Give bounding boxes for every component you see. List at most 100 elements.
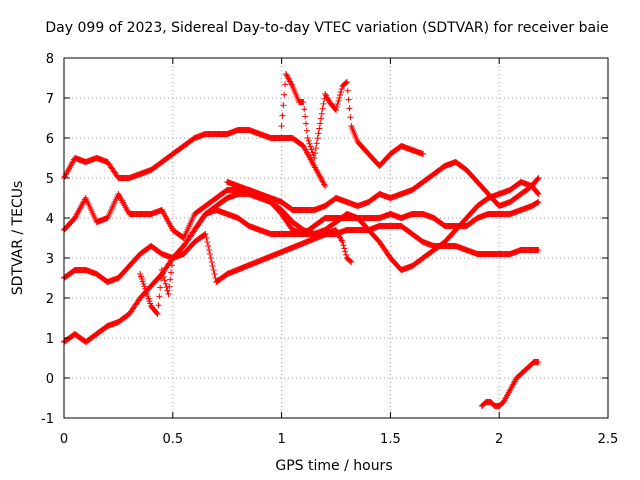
data-point xyxy=(335,98,342,104)
data-point xyxy=(281,91,288,98)
x-tick-label: 0 xyxy=(60,432,68,447)
data-point xyxy=(420,151,427,157)
data-point xyxy=(534,190,541,196)
data-point xyxy=(155,302,162,309)
data-point xyxy=(204,239,211,245)
data-point xyxy=(168,262,175,269)
data-point xyxy=(333,107,339,113)
data-point xyxy=(300,99,307,105)
axis-ticks: 0 0.5 1 1.5 2 2.5 -1 0 1 2 3 4 5 6 7 8 xyxy=(41,52,618,447)
y-tick-label: 5 xyxy=(46,172,54,187)
data-point xyxy=(312,145,319,152)
data-point xyxy=(302,120,309,127)
data-point xyxy=(212,275,219,281)
data-point xyxy=(203,235,210,241)
data-point xyxy=(318,110,325,117)
data-point xyxy=(211,271,218,277)
data-point xyxy=(158,267,165,273)
y-tick-label: 8 xyxy=(46,52,54,67)
data-point xyxy=(316,125,323,132)
y-tick-label: 6 xyxy=(46,132,54,147)
data-point xyxy=(342,248,349,255)
chart-title: Day 099 of 2023, Sidereal Day-to-day VTE… xyxy=(45,20,608,36)
data-point xyxy=(303,127,310,134)
data-point xyxy=(205,243,212,249)
data-point xyxy=(165,291,172,297)
data-point xyxy=(336,95,343,101)
data-point xyxy=(307,143,314,150)
x-tick-label: 2 xyxy=(495,432,503,447)
data-point xyxy=(301,106,308,113)
series-track-7 xyxy=(137,227,355,317)
data-point xyxy=(278,123,285,129)
data-point xyxy=(535,199,542,205)
series-track-6 xyxy=(278,71,427,169)
data-point xyxy=(156,293,163,300)
data-point xyxy=(168,269,175,276)
data-point xyxy=(282,81,289,88)
y-tick-label: 3 xyxy=(46,252,54,267)
data-point xyxy=(339,239,346,245)
data-point xyxy=(319,105,326,112)
data-point xyxy=(206,247,213,253)
data-point xyxy=(347,258,354,265)
data-point xyxy=(162,280,169,287)
data-point xyxy=(302,113,309,120)
data-point xyxy=(343,79,350,86)
data-point xyxy=(317,115,324,122)
data-point xyxy=(167,276,174,283)
data-point xyxy=(340,242,347,249)
data-point xyxy=(202,231,209,237)
data-point xyxy=(535,359,542,365)
y-tick-label: 7 xyxy=(46,92,54,107)
data-point xyxy=(343,79,350,85)
data-point xyxy=(161,277,168,284)
data-point xyxy=(308,146,315,153)
data-point xyxy=(159,270,166,277)
y-tick-label: -1 xyxy=(41,412,54,427)
data-point xyxy=(313,140,320,147)
data-point xyxy=(315,130,322,137)
data-point xyxy=(346,105,353,112)
data-point xyxy=(535,191,542,197)
data-point xyxy=(534,176,541,182)
data-point xyxy=(312,150,319,157)
data-point xyxy=(207,255,214,261)
x-tick-label: 1.5 xyxy=(380,432,401,447)
data-point xyxy=(343,251,350,258)
data-point xyxy=(280,102,287,109)
data-point xyxy=(279,112,286,119)
data-point xyxy=(305,137,312,144)
data-point xyxy=(535,175,542,181)
data-point xyxy=(206,251,213,257)
x-tick-label: 0.5 xyxy=(162,432,183,447)
data-point xyxy=(341,245,348,252)
x-tick-label: 1 xyxy=(277,432,285,447)
data-point xyxy=(201,231,208,238)
data-point xyxy=(347,114,354,121)
data-point xyxy=(208,259,215,265)
data-point xyxy=(164,287,171,294)
data-point xyxy=(344,87,351,94)
data-point xyxy=(309,149,316,156)
data-point xyxy=(304,135,311,141)
y-tick-label: 2 xyxy=(46,292,54,307)
x-axis-label: GPS time / hours xyxy=(275,458,392,474)
data-point xyxy=(314,135,321,142)
data-point xyxy=(311,155,318,161)
x-tick-label: 2.5 xyxy=(598,432,619,447)
data-point xyxy=(166,283,173,290)
data-point xyxy=(535,247,542,253)
data-point xyxy=(322,183,329,189)
series-track-1 xyxy=(61,127,329,189)
data-point xyxy=(154,311,161,317)
data-points xyxy=(61,71,542,409)
data-point xyxy=(337,92,344,98)
data-point xyxy=(306,140,313,147)
data-point xyxy=(320,100,327,107)
plot-frame xyxy=(63,57,609,419)
data-point xyxy=(210,267,217,273)
data-point xyxy=(337,89,344,95)
data-point xyxy=(334,101,341,107)
